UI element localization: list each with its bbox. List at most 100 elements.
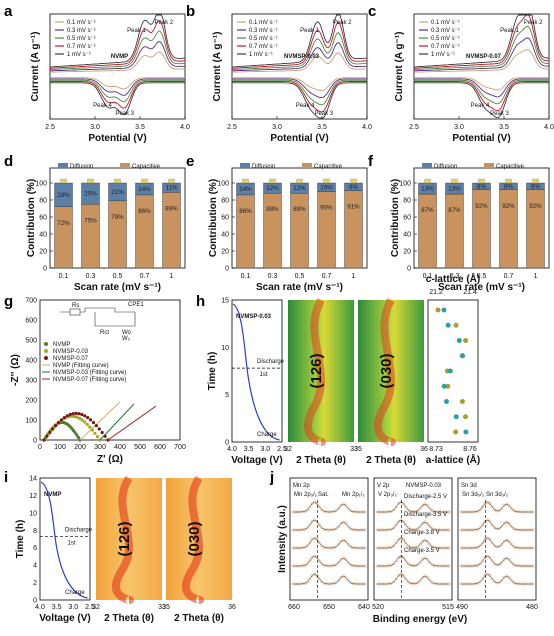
data-point — [78, 416, 82, 420]
bar-cap — [478, 178, 485, 184]
xps-point — [512, 545, 516, 549]
xps-point — [509, 524, 513, 528]
reflection-label: (126) — [116, 521, 133, 556]
xps-point — [428, 506, 432, 510]
xps-point — [490, 541, 494, 545]
cv-curve-cathodic — [50, 79, 185, 103]
xps-point — [339, 504, 343, 507]
legend-label: Diffusion — [434, 164, 457, 170]
x-tick-label: 0.5 — [295, 273, 305, 280]
xps-point — [416, 509, 420, 513]
xps-point — [421, 540, 425, 543]
lattice-top-tick: 21.4 — [463, 289, 477, 296]
xps-point — [430, 545, 434, 549]
data-point — [71, 412, 75, 416]
y-tick-label: 200 — [25, 398, 37, 405]
legend-label: Capacitive — [314, 164, 343, 170]
xps-point — [490, 559, 494, 563]
peak-label: Peak 1 — [127, 28, 146, 34]
xps-point — [346, 524, 350, 528]
x-tick-label: 0.5 — [477, 273, 487, 280]
circuit-label: CPE1 — [128, 302, 144, 308]
xps-point — [305, 562, 309, 566]
xps-point — [394, 559, 398, 563]
legend-swatch-capacitive — [302, 163, 312, 168]
bar-cap — [87, 178, 94, 184]
x-tick-label: 35 — [162, 604, 170, 611]
xps-point — [493, 562, 497, 566]
data-point — [56, 420, 61, 425]
bar-panel-f: 0 20 40 60 80 100 13% 87% 0.1 13% 87% 0.3 8% 92% 0.5 8%… — [390, 163, 550, 293]
data-label-diffusion: 28% — [57, 192, 70, 199]
x-tick-label: 33 — [350, 446, 358, 453]
lattice-c-point — [445, 322, 451, 328]
xps-point — [507, 558, 511, 561]
lattice-a-point — [459, 399, 465, 404]
bar-cap — [168, 178, 175, 184]
xps-point — [488, 520, 492, 523]
data-point — [85, 422, 89, 427]
xps-point — [488, 538, 492, 541]
panel-label-b: b — [186, 3, 195, 20]
sample-name: NVMSP-0.03 — [236, 314, 272, 320]
reflection-label: (030) — [186, 521, 203, 556]
data-point — [103, 434, 107, 438]
bar-capacitive — [263, 193, 282, 269]
x-axis-label: 2 Theta (θ) — [296, 455, 346, 466]
xps-point — [430, 581, 434, 585]
xps-point — [341, 538, 345, 542]
y-tick-label: 500 — [25, 338, 37, 345]
xps-point — [339, 522, 343, 525]
xps-fit — [461, 537, 533, 549]
xps-point — [418, 578, 422, 582]
data-label-diffusion: 11% — [166, 185, 178, 192]
bar-cap — [141, 178, 148, 184]
x-tick-label: 1 — [352, 273, 356, 280]
annotation: Discharge — [65, 528, 93, 534]
cv-panel-b: 2.5 3.0 3.5 4.0 Potential (V) Current (A g⁻¹)… — [212, 13, 372, 144]
x-axis-label: Z' (Ω) — [97, 454, 123, 465]
fit-curve — [79, 401, 121, 441]
bar-cap — [451, 178, 458, 184]
x-tick-label: 0.7 — [140, 273, 150, 280]
xps-point — [423, 502, 427, 506]
data-point — [68, 412, 72, 417]
xps-point — [430, 509, 434, 513]
xps-point — [341, 556, 345, 560]
data-label-capacitive: 92% — [475, 203, 488, 210]
data-point — [72, 414, 77, 419]
xps-point — [337, 524, 341, 528]
data-point — [54, 424, 58, 428]
xps-frame — [289, 477, 369, 601]
xps-point — [344, 504, 348, 507]
operando-panel-h: 4.0 3.5 3.0 2.5 0 5 10 15 Voltage (V) Time (h) Dis… — [207, 272, 480, 466]
lattice-a-point — [463, 414, 469, 420]
x-tick-label: 100 — [54, 444, 66, 451]
y-axis-label: Time (h) — [207, 352, 218, 391]
xps-point — [313, 554, 317, 558]
lattice-bottom-tick: 8.73 — [429, 446, 443, 453]
xps-point — [502, 503, 506, 507]
x-tick-label: 0.3 — [450, 273, 460, 280]
legend-label: NVMP — [53, 342, 70, 348]
panel-label-d: d — [4, 153, 13, 170]
xps-point — [310, 556, 314, 559]
x-tick-label: 2.5 — [85, 604, 95, 611]
y-axis-label: -Z'' (Ω) — [10, 354, 21, 386]
data-point — [65, 414, 69, 418]
reflection-label: (030) — [378, 353, 395, 388]
annotation: 1st — [260, 372, 268, 378]
xps-point — [341, 574, 345, 578]
xps-point — [481, 523, 485, 527]
data-label-diffusion: 8% — [504, 183, 513, 190]
xps-point — [334, 581, 338, 585]
xps-point — [404, 505, 408, 509]
xps-point — [481, 577, 485, 581]
xps-point — [401, 574, 405, 577]
data-label-capacitive: 79% — [111, 214, 124, 221]
x-tick-label: 3.5 — [135, 124, 145, 131]
peak-label: Sn 3d₃/₂ — [486, 492, 509, 498]
x-tick-label: 515 — [442, 604, 454, 611]
legend-label: NVMSP-0.07 (Fitting curve) — [53, 377, 126, 383]
y-tick-label: 300 — [25, 378, 37, 385]
